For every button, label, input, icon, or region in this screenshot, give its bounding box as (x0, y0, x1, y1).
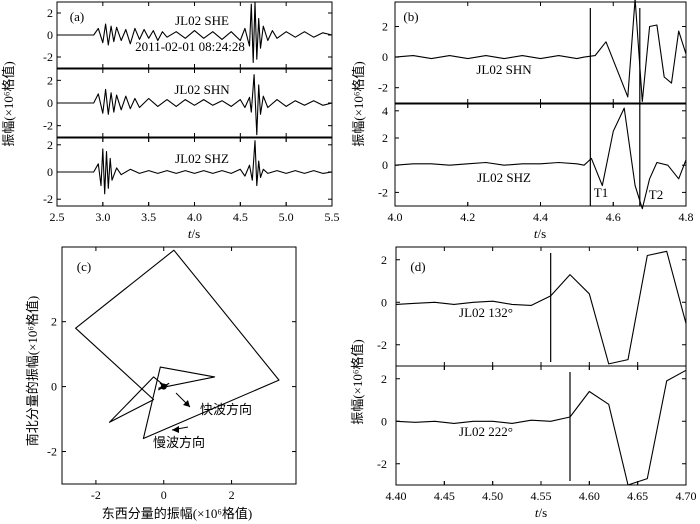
panel-b-trace (394, 107, 687, 210)
panel-b-xtick-label: 4.2 (460, 210, 475, 224)
panel-d-xtick-label: 4.40 (386, 489, 407, 503)
panel-b-xlabel: t/s (534, 226, 546, 241)
panel-b-subplot-frame (394, 1, 687, 104)
panel-b-ylabel: 振幅(×10⁶格值) (351, 61, 366, 147)
panel-c-xtick-label: -2 (91, 488, 101, 502)
panel-d-trace-label: JL02 132° (459, 305, 513, 320)
panel-b-xtick-label: 4.6 (606, 210, 621, 224)
panel-b-marker-label-t1: T1 (594, 185, 608, 200)
panel-d-xtick-label: 4.60 (579, 489, 600, 503)
panel-c-origin-cluster (160, 383, 167, 390)
panel-d-ytick-label: -2 (377, 338, 387, 352)
panel-a-trace (57, 1, 333, 64)
panel-a-xtick-label: 4.5 (233, 210, 248, 224)
panel-b-ytick-label: 2 (382, 19, 388, 33)
panel-c-slow-arrowhead (172, 426, 179, 433)
panel-a-ytick-label: -2 (43, 119, 53, 133)
panel-b-ytick-label: 0 (382, 158, 388, 172)
panel-a-trace (57, 140, 333, 195)
panel-c-fast-direction-label: 快波方向 (200, 402, 252, 417)
panel-a-ytick-label: -2 (43, 192, 53, 206)
panel-a-letter: (a) (70, 9, 84, 24)
panel-a-xtick-label: 4.0 (187, 210, 202, 224)
panel-d-trace (395, 369, 687, 486)
panel-d-ytick-label: -2 (377, 457, 387, 471)
panel-b-xtick-label: 4.0 (388, 210, 403, 224)
panel-d-xtick-label: 4.70 (676, 489, 697, 503)
panel-d-xtick-label: 4.50 (482, 489, 503, 503)
panel-a-trace-label: JL02 SHE (175, 13, 229, 28)
panel-a-ytick-label: 2 (47, 73, 53, 87)
panel-b-xtick-label: 4.4 (533, 210, 548, 224)
panel-c-xtick-label: 0 (161, 488, 167, 502)
panel-d-xtick-label: 4.65 (627, 489, 648, 503)
panel-a-xtick-label: 3.0 (95, 210, 110, 224)
panel-d-ytick-label: 0 (381, 414, 387, 428)
panel-a-ytick-label: 0 (47, 96, 53, 110)
panel-d-ytick-label: 2 (381, 253, 387, 267)
panel-a-timestamp: 2011-02-01 08:24:28 (135, 39, 245, 54)
panel-a-ytick-label: 0 (47, 165, 53, 179)
panel-d-xtick-label: 4.55 (531, 489, 552, 503)
panel-d-subplot-frame (395, 246, 687, 367)
panel-b-ytick-label: -2 (378, 81, 388, 95)
panel-d-ytick-label: 0 (381, 295, 387, 309)
panel-d-xtick-label: 4.45 (434, 489, 455, 503)
panel-d-trace-label: JL02 222° (459, 424, 513, 439)
panel-a-ylabel: 振幅(×10⁶格值) (1, 61, 16, 147)
panel-b-ytick-label: -2 (378, 185, 388, 199)
panel-d-subplot-frame (395, 365, 687, 486)
panel-c-fast-arrowhead (183, 400, 190, 407)
panel-b-marker-label-t2: T2 (649, 187, 663, 202)
panel-b-trace-label: JL02 SHZ (477, 170, 531, 185)
panel-b-trace-label: JL02 SHN (476, 62, 532, 77)
panel-a-trace-label: JL02 SHZ (175, 151, 229, 166)
panel-c-slow-direction-label: 慢波方向 (153, 435, 205, 450)
panel-c-particle-motion (75, 249, 280, 440)
panel-a-xtick-label: 3.5 (141, 210, 156, 224)
panel-b-xtick-label: 4.8 (679, 210, 694, 224)
panel-a-xtick-label: 5.5 (325, 210, 340, 224)
panel-a-xtick-label: 2.5 (50, 210, 65, 224)
panel-a-ytick-label: 2 (47, 138, 53, 152)
panel-b-ytick-label: 0 (382, 50, 388, 64)
panel-c-frame (61, 246, 297, 485)
panel-a-ytick-label: 0 (47, 28, 53, 42)
panel-c-xlabel: 东西分量的振幅(×10⁶格值) (102, 506, 253, 521)
panel-a-xlabel: t/s (188, 226, 200, 241)
panel-a-xtick-label: 5.0 (279, 210, 294, 224)
panel-c-ytick-label: 0 (51, 380, 57, 394)
panel-b-letter: (b) (403, 9, 418, 24)
panel-b-subplot-frame (394, 103, 687, 207)
panel-c-letter: (c) (77, 259, 91, 274)
panel-c-ytick-label: 2 (51, 315, 57, 329)
panel-d-letter: (d) (410, 259, 425, 274)
panel-a-ytick-label: 2 (47, 6, 53, 20)
panel-d-xlabel: t/s (535, 505, 547, 520)
panel-d-trace (395, 250, 687, 365)
panel-a-trace (57, 74, 333, 136)
panel-a-trace-label: JL02 SHN (174, 82, 230, 97)
panel-d-ytick-label: 2 (381, 372, 387, 386)
panel-b-ytick-label: 4 (382, 104, 388, 118)
panel-c-ytick-label: -2 (47, 445, 57, 459)
panel-a-ytick-label: -2 (43, 50, 53, 64)
panel-c-xtick-label: 2 (229, 488, 235, 502)
panel-c-ylabel: 南北分量的振幅(×10⁶格值) (25, 296, 40, 447)
panel-b-trace (394, 0, 687, 103)
panel-d-ylabel: 振幅(×10⁶格值) (350, 339, 365, 425)
panel-b-ytick-label: 2 (382, 131, 388, 145)
